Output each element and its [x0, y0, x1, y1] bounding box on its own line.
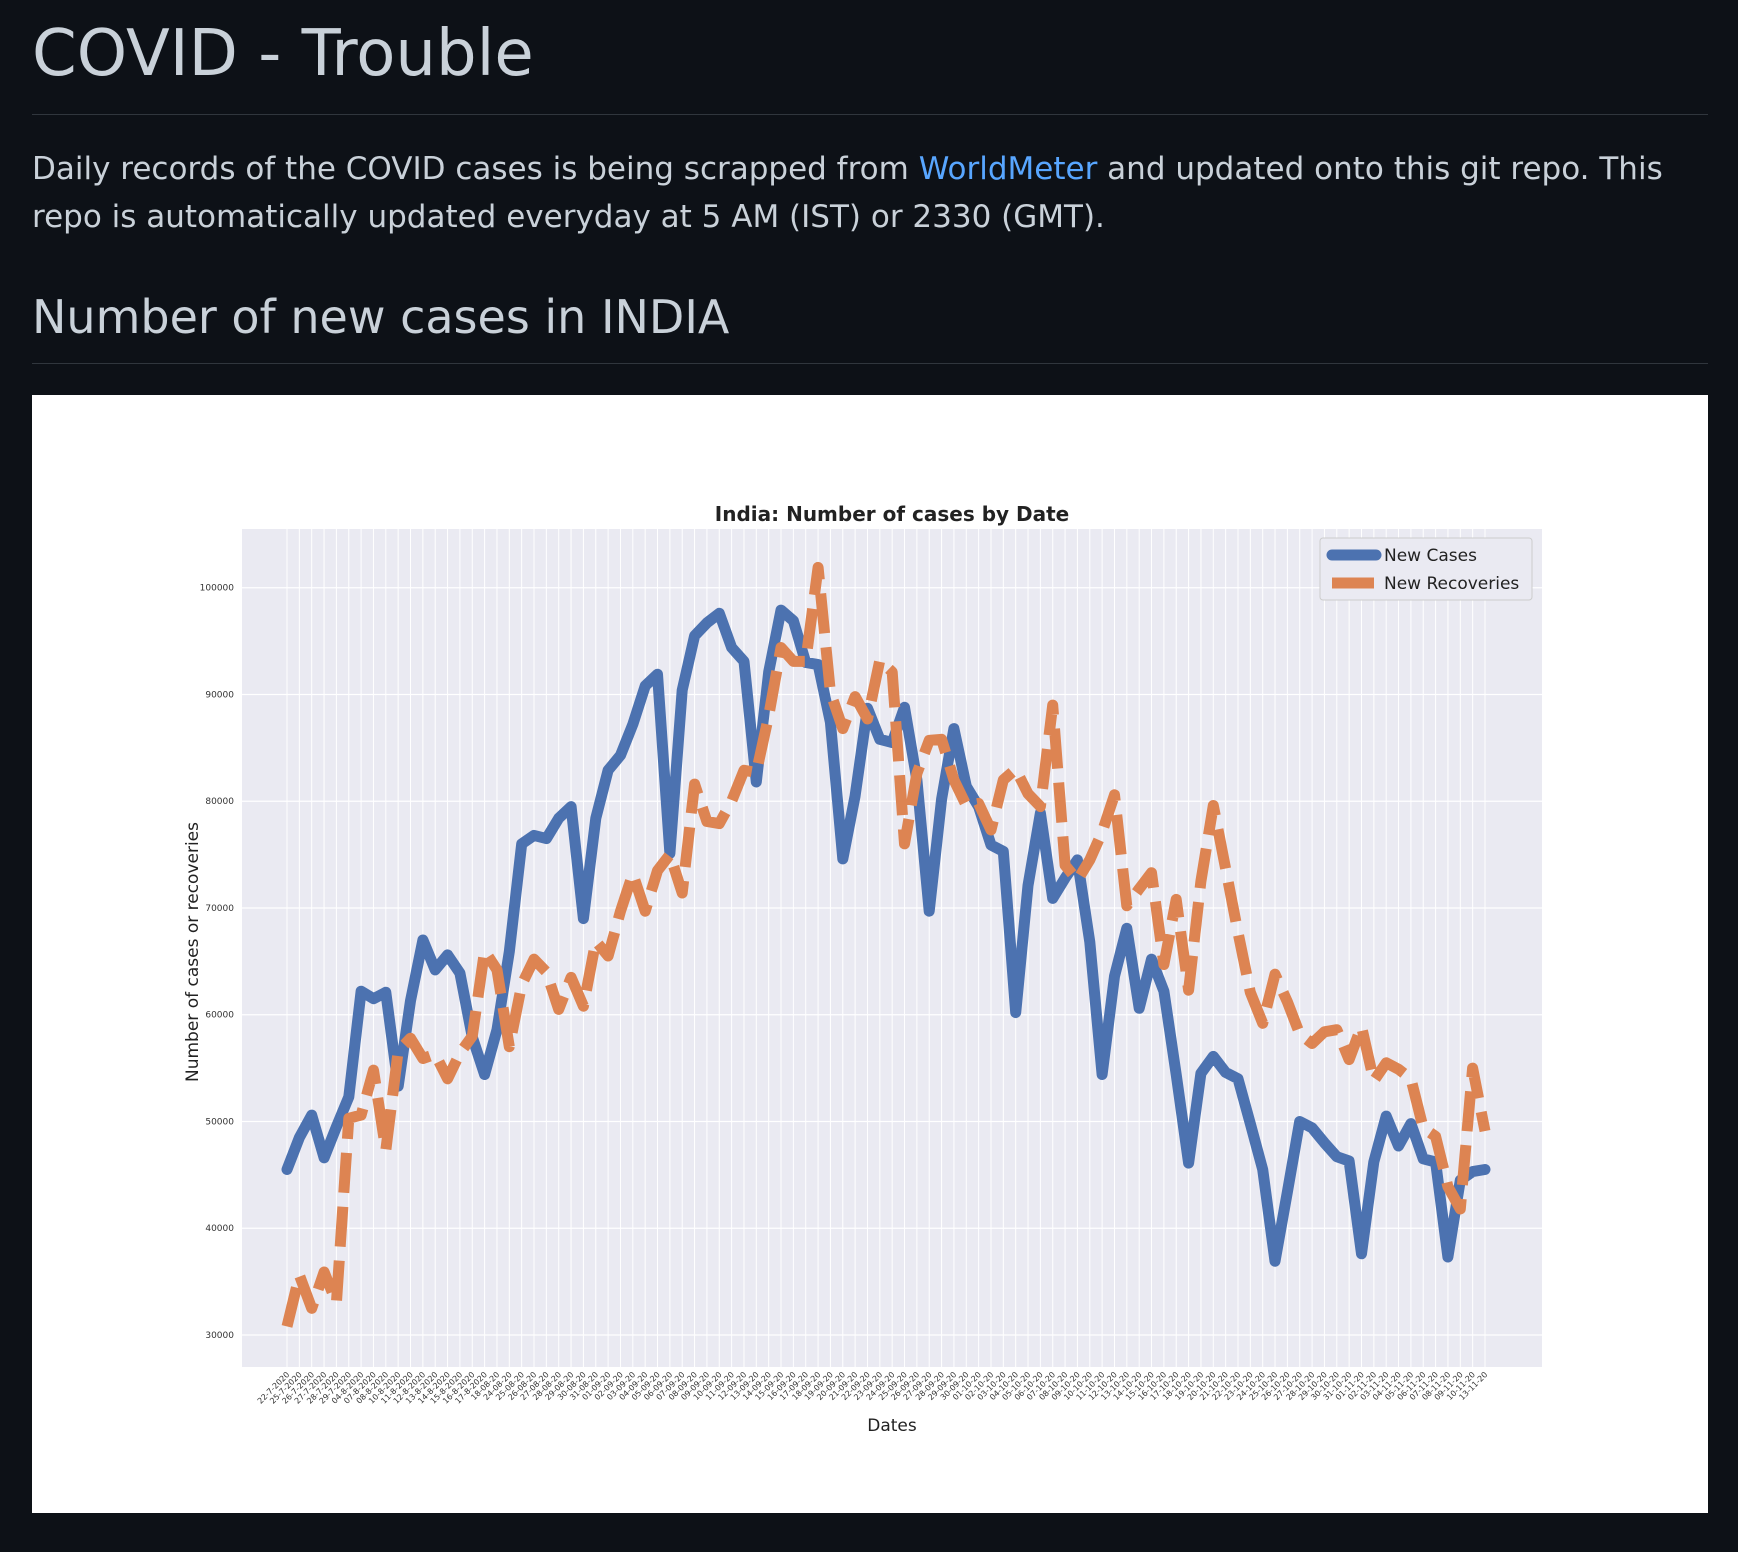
y-axis-label: Number of cases or recoveries [183, 822, 203, 1082]
y-tick-label: 90000 [205, 690, 234, 700]
chart-title: India: Number of cases by Date [715, 502, 1069, 526]
intro-text-before: Daily records of the COVID cases is bein… [32, 151, 919, 187]
y-tick-label: 100000 [200, 584, 235, 594]
worldmeter-link[interactable]: WorldMeter [918, 151, 1098, 187]
intro-paragraph: Daily records of the COVID cases is bein… [32, 145, 1708, 241]
page-title: COVID - Trouble [32, 0, 1708, 115]
y-tick-label: 50000 [205, 1117, 234, 1127]
new-recoveries-line [281, 561, 1491, 1328]
y-tick-label: 60000 [205, 1011, 234, 1021]
y-tick-label: 80000 [205, 797, 234, 807]
y-tick-label: 30000 [205, 1331, 234, 1341]
y-tick-label: 40000 [205, 1224, 234, 1234]
x-axis-label: Dates [867, 1416, 917, 1436]
chart-figure: 30000 40000 50000 60000 70000 80000 90000 10000… [32, 395, 1708, 1513]
intro-text-after: and updated onto this git repo. This rep… [32, 151, 1663, 235]
new-cases-line [281, 604, 1491, 1267]
legend-new-cases-label: New Cases [1384, 546, 1477, 566]
line-chart: 30000 40000 50000 60000 70000 80000 90000 10000… [183, 502, 1542, 1436]
x-tick-labels: 22-7-202025-7-202026-7-202027-7-202028-7… [256, 1370, 1490, 1406]
legend-new-recoveries-label: New Recoveries [1384, 574, 1519, 594]
series-layer [281, 561, 1491, 1328]
section-heading: Number of new cases in INDIA [32, 285, 1708, 364]
readme-content: COVID - Trouble Daily records of the COV… [32, 0, 1708, 1513]
y-tick-labels: 30000 40000 50000 60000 70000 80000 90000 10000… [200, 584, 235, 1341]
y-tick-label: 70000 [205, 904, 234, 914]
legend: New Cases New Recoveries [1319, 537, 1533, 601]
